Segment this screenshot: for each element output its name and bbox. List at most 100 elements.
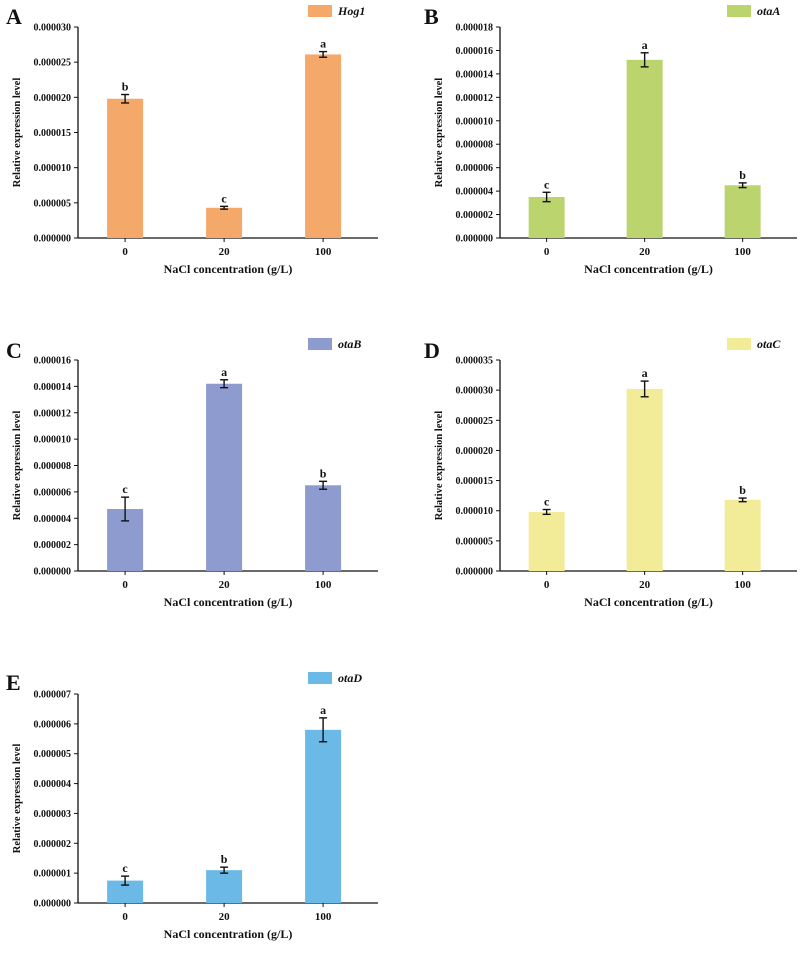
y-tick-label: 0.000015 [456,476,494,487]
legend-swatch [727,338,751,350]
y-tick-label: 0.000012 [34,408,72,419]
y-axis-title: Relative expression level [12,78,23,188]
legend-label: otaC [757,337,781,351]
bar-20 [206,383,243,571]
y-tick-label: 0.000002 [456,210,494,221]
y-tick-label: 0.000002 [34,540,72,551]
y-tick-label: 0.000010 [34,435,72,446]
y-tick-label: 0.000007 [34,690,72,701]
y-tick-label: 0.000004 [34,514,72,525]
x-tick-label: 0 [122,911,128,923]
significance-letter: a [642,38,648,52]
y-tick-label: 0.000010 [34,163,72,174]
legend-label: otaA [757,4,780,18]
y-tick-label: 0.000014 [456,69,494,80]
bar-100 [305,485,342,571]
legend-swatch [308,338,332,350]
x-tick-label: 100 [315,579,332,591]
y-tick-label: 0.000005 [34,198,72,209]
bar-0 [528,511,565,571]
y-axis-title: Relative expression level [434,411,445,521]
bar-100 [724,185,761,238]
x-tick-label: 20 [219,579,231,591]
legend-swatch [308,5,332,17]
y-tick-label: 0.000018 [456,23,494,34]
y-tick-label: 0.000030 [456,386,494,397]
y-tick-label: 0.000020 [34,93,72,104]
significance-letter: b [122,80,129,94]
significance-letter: a [320,703,326,717]
bar-100 [724,499,761,571]
x-tick-label: 20 [639,246,651,258]
y-tick-label: 0.000000 [34,234,72,245]
significance-letter: b [320,466,327,480]
legend-label: otaB [338,337,361,351]
bar-20 [626,59,663,239]
y-tick-label: 0.000035 [456,356,494,367]
significance-letter: b [739,483,746,497]
y-tick-label: 0.000002 [34,839,72,850]
bar-20 [626,388,663,571]
significance-letter: a [320,37,326,51]
chart-panel-e: E 0.000000 0.000001 0.000002 0.000003 0.00000… [6,670,378,941]
panel-letter: B [424,4,439,29]
y-tick-label: 0.000015 [34,128,72,139]
x-tick-label: 0 [122,246,128,258]
y-tick-label: 0.000016 [456,46,494,57]
y-tick-label: 0.000006 [34,487,72,498]
y-tick-label: 0.000003 [34,809,72,820]
y-tick-label: 0.000000 [34,899,72,910]
significance-letter: a [642,366,648,380]
y-axis-title: Relative expression level [434,78,445,188]
y-tick-label: 0.000020 [456,446,494,457]
bar-0 [107,98,144,239]
y-tick-label: 0.000000 [456,234,494,245]
y-tick-label: 0.000006 [34,719,72,730]
y-tick-label: 0.000000 [456,567,494,578]
y-axis-title: Relative expression level [12,744,23,854]
legend-label: otaD [338,671,362,685]
y-tick-label: 0.000014 [34,382,72,393]
panel-letter: E [6,670,21,695]
chart-panel-b: B 0.000000 0.000002 0.000004 0.000006 0.00000… [424,4,797,276]
y-tick-label: 0.000008 [34,461,72,472]
significance-letter: c [122,861,128,875]
x-tick-label: 100 [734,579,751,591]
bar-0 [107,880,144,903]
x-tick-label: 0 [122,579,128,591]
significance-letter: c [122,482,128,496]
x-axis-title: NaCl concentration (g/L) [164,262,293,276]
y-tick-label: 0.000001 [34,869,72,880]
y-tick-label: 0.000030 [34,23,72,34]
bar-0 [528,196,565,238]
x-tick-label: 100 [315,246,332,258]
y-tick-label: 0.000000 [34,567,72,578]
chart-panel-d: D 0.000000 0.000005 0.000010 0.000015 0.00002… [424,337,797,609]
x-tick-label: 100 [315,911,332,923]
y-tick-label: 0.000016 [34,356,72,367]
x-axis-title: NaCl concentration (g/L) [584,262,713,276]
y-tick-label: 0.000010 [456,506,494,517]
x-axis-title: NaCl concentration (g/L) [584,595,713,609]
x-tick-label: 100 [734,246,751,258]
x-tick-label: 20 [639,579,651,591]
panel-letter: D [424,338,440,363]
significance-letter: b [739,168,746,182]
x-axis-title: NaCl concentration (g/L) [164,927,293,941]
panel-letter: C [6,338,22,363]
y-axis-title: Relative expression level [12,411,23,521]
x-tick-label: 0 [544,579,550,591]
x-tick-label: 20 [219,911,231,923]
y-tick-label: 0.000005 [456,536,494,547]
x-tick-label: 0 [544,246,550,258]
panel-letter: A [6,4,22,29]
significance-letter: c [221,191,227,205]
y-tick-label: 0.000005 [34,749,72,760]
bar-100 [305,54,342,239]
legend-label: Hog1 [337,4,365,18]
legend-swatch [308,672,332,684]
y-tick-label: 0.000004 [34,779,72,790]
bar-20 [206,870,243,903]
significance-letter: c [544,177,550,191]
